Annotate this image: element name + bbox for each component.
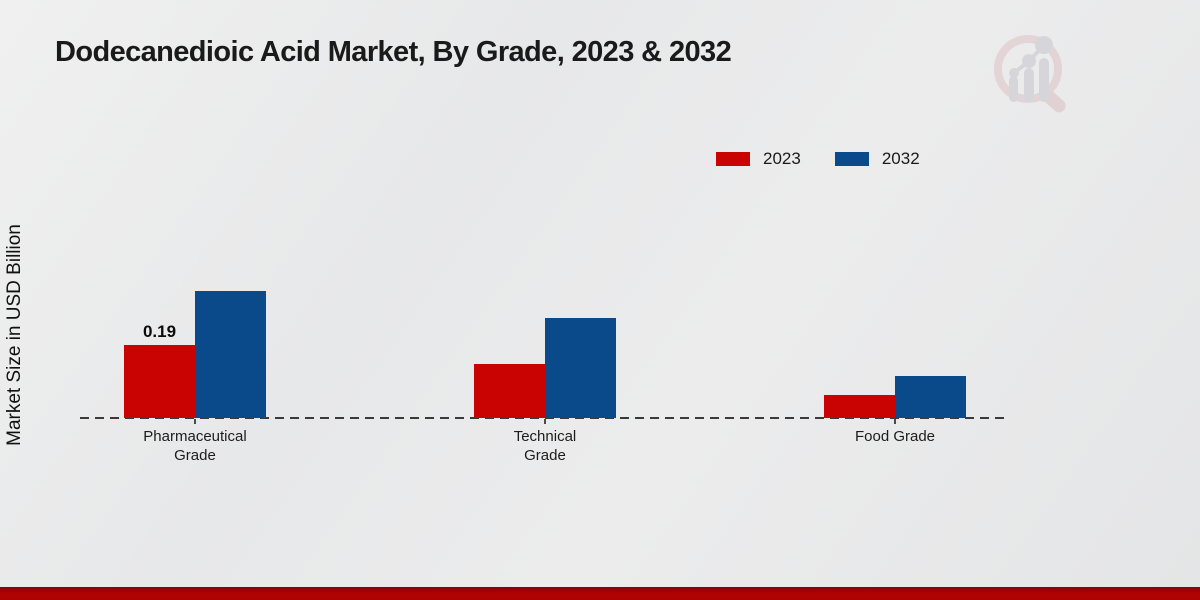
legend-item-2032: 2032 — [834, 149, 920, 169]
category-label-food-grade: Food Grade — [785, 427, 1005, 446]
x-axis-tick — [544, 419, 546, 424]
category-label-line: Pharmaceutical — [143, 428, 247, 445]
bar-2032-technical-grade — [545, 318, 616, 418]
x-axis-baseline — [80, 417, 1007, 419]
category-label-pharmaceutical-grade: Pharmaceutical Grade — [85, 427, 305, 465]
brand-logo-magnifier-icon — [994, 35, 1066, 113]
logo-bar-1 — [1009, 76, 1018, 102]
bar-value-label: 0.19 — [142, 322, 177, 341]
bar-2023-pharmaceutical-grade — [124, 345, 195, 418]
legend-swatch-2023 — [716, 152, 750, 166]
chart-title: Dodecanedioic Acid Market, By Grade, 202… — [55, 36, 732, 68]
category-label-line: Food Grade — [854, 428, 936, 445]
bar-2032-pharmaceutical-grade — [195, 291, 266, 418]
category-label-line: Technical — [513, 428, 577, 445]
bar-2023-technical-grade — [474, 364, 545, 418]
bar-2032-food-grade — [895, 376, 966, 418]
legend-label-2023: 2023 — [763, 149, 801, 168]
logo-bar-2 — [1024, 68, 1034, 102]
x-axis-tick — [194, 419, 196, 424]
logo-dot-3 — [1035, 36, 1053, 54]
category-label-technical-grade: Technical Grade — [435, 427, 655, 465]
x-axis-tick — [894, 419, 896, 424]
legend-label-2032: 2032 — [881, 149, 920, 168]
logo-bar-3 — [1039, 58, 1049, 102]
category-label-line: Grade — [174, 447, 216, 464]
legend: 2023 2032 — [716, 149, 920, 169]
legend-swatch-2032 — [834, 152, 869, 166]
logo-dot-1 — [1009, 68, 1019, 78]
category-label-line: Grade — [524, 447, 566, 464]
footer-bar — [0, 587, 1200, 600]
legend-item-2023: 2023 — [716, 149, 801, 169]
logo-dot-2 — [1022, 54, 1036, 68]
bar-2023-food-grade — [824, 395, 895, 418]
